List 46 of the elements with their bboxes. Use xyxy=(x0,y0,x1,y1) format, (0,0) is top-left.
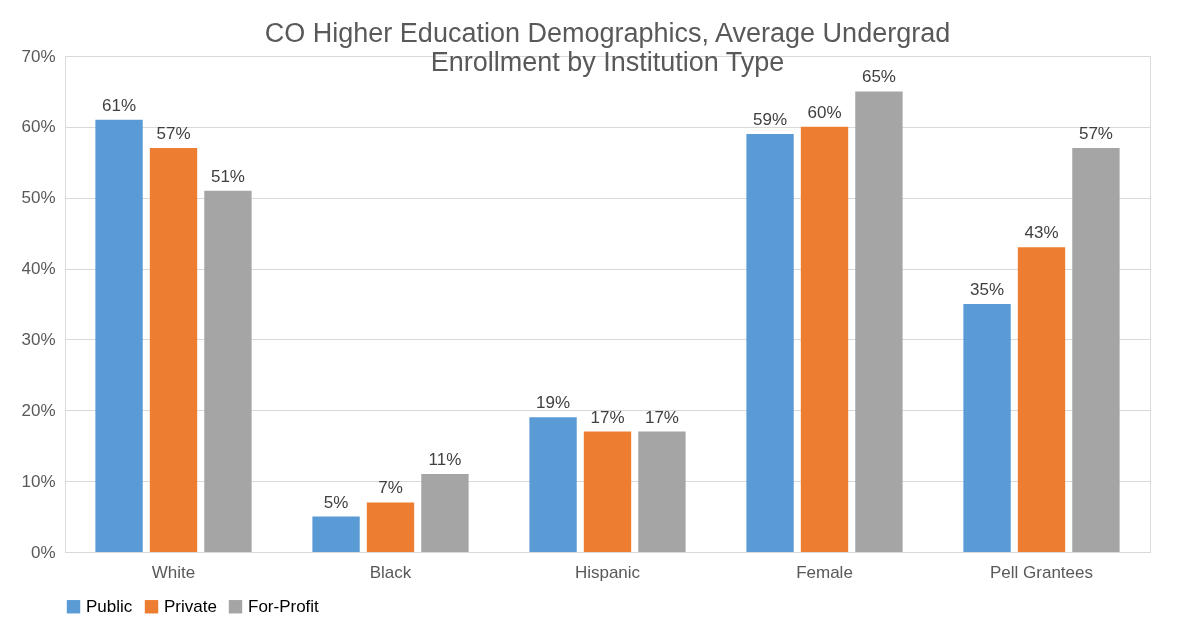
bar xyxy=(312,516,360,552)
y-tick-label: 50% xyxy=(21,188,56,208)
data-label: 7% xyxy=(378,478,403,498)
bar xyxy=(963,304,1011,552)
data-label: 60% xyxy=(807,102,842,122)
x-tick-label: Female xyxy=(796,562,853,582)
data-label: 61% xyxy=(102,95,137,115)
data-label: 5% xyxy=(323,492,349,512)
y-tick-label: 60% xyxy=(21,117,56,137)
y-tick-label: 70% xyxy=(21,46,56,66)
data-label: 59% xyxy=(753,109,788,129)
x-tick-label: Black xyxy=(369,562,412,582)
bar xyxy=(95,119,143,552)
bar xyxy=(1017,247,1066,552)
x-tick-label: Pell Grantees xyxy=(990,562,1093,582)
x-tick-label: White xyxy=(151,562,196,582)
bar xyxy=(638,431,686,552)
bar xyxy=(800,126,849,552)
bar xyxy=(1072,148,1120,552)
data-label: 57% xyxy=(1078,124,1113,144)
legend-label: Public xyxy=(86,596,133,616)
data-label: 17% xyxy=(644,407,679,427)
y-tick-label: 30% xyxy=(21,329,56,349)
data-label: 65% xyxy=(861,67,896,87)
y-tick-label: 40% xyxy=(21,259,56,279)
legend-label: Private xyxy=(164,596,217,616)
data-label: 51% xyxy=(210,166,245,186)
x-tick-label: Hispanic xyxy=(574,562,641,582)
bar xyxy=(149,148,198,552)
y-tick-label: 20% xyxy=(21,400,56,420)
data-label: 11% xyxy=(428,450,462,470)
bar xyxy=(855,91,903,552)
bar xyxy=(421,474,469,552)
bar xyxy=(204,190,252,552)
data-label: 35% xyxy=(970,280,1005,299)
data-label: 19% xyxy=(536,393,571,413)
bar xyxy=(583,431,632,552)
data-label: 43% xyxy=(1024,223,1059,243)
data-label: 57% xyxy=(156,124,191,144)
y-tick-label: 10% xyxy=(21,471,56,491)
bar xyxy=(529,417,577,552)
legend-label: For-Profit xyxy=(248,596,320,616)
y-tick-label: 0% xyxy=(30,542,56,562)
bar xyxy=(746,133,794,552)
data-label: 17% xyxy=(590,407,625,427)
bar xyxy=(366,502,415,552)
